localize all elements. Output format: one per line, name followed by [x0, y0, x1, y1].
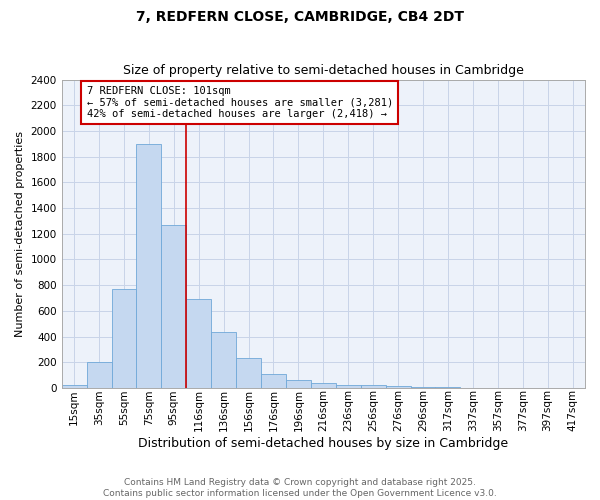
Bar	[211, 332, 236, 388]
Bar	[86, 362, 112, 388]
Bar	[311, 384, 336, 388]
Text: 7, REDFERN CLOSE, CAMBRIDGE, CB4 2DT: 7, REDFERN CLOSE, CAMBRIDGE, CB4 2DT	[136, 10, 464, 24]
Bar	[161, 224, 186, 388]
Y-axis label: Number of semi-detached properties: Number of semi-detached properties	[15, 130, 25, 336]
Bar	[186, 300, 211, 388]
Bar	[286, 380, 311, 388]
Bar	[336, 384, 361, 388]
Text: Contains HM Land Registry data © Crown copyright and database right 2025.
Contai: Contains HM Land Registry data © Crown c…	[103, 478, 497, 498]
Bar	[136, 144, 161, 388]
Bar	[410, 387, 436, 388]
Text: 7 REDFERN CLOSE: 101sqm
← 57% of semi-detached houses are smaller (3,281)
42% of: 7 REDFERN CLOSE: 101sqm ← 57% of semi-de…	[86, 86, 393, 119]
Bar	[361, 386, 386, 388]
Bar	[62, 384, 86, 388]
Bar	[112, 289, 136, 388]
Title: Size of property relative to semi-detached houses in Cambridge: Size of property relative to semi-detach…	[123, 64, 524, 77]
X-axis label: Distribution of semi-detached houses by size in Cambridge: Distribution of semi-detached houses by …	[138, 437, 508, 450]
Bar	[386, 386, 410, 388]
Bar	[236, 358, 261, 388]
Bar	[261, 374, 286, 388]
